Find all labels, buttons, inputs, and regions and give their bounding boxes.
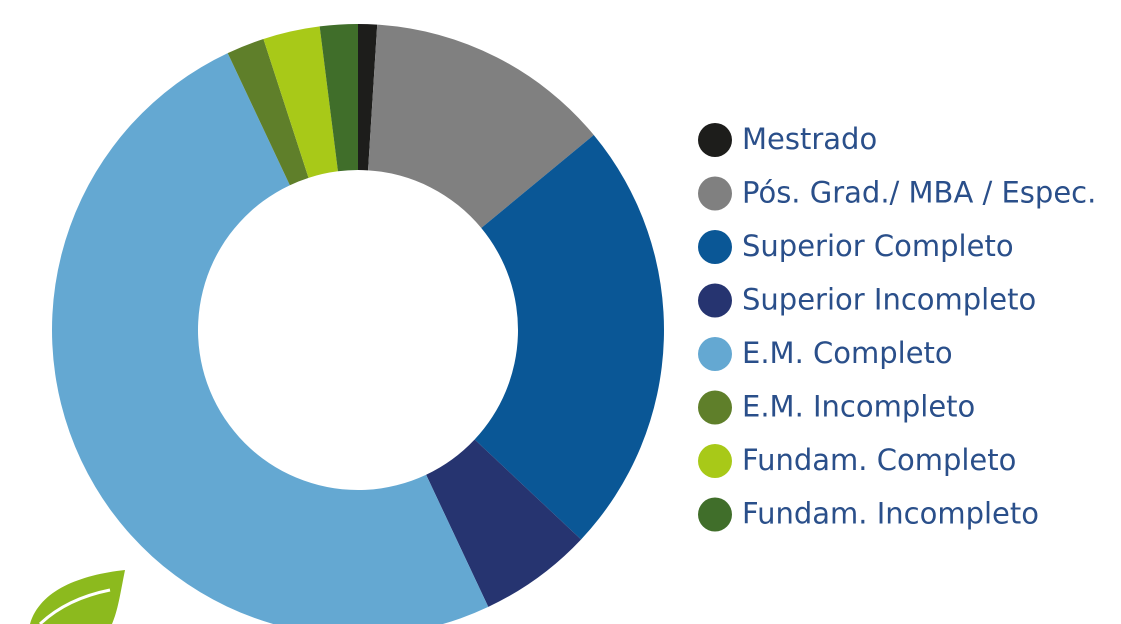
legend-swatch — [698, 123, 732, 157]
legend-label: E.M. Incompleto — [742, 390, 975, 424]
legend-swatch — [698, 444, 732, 478]
legend-swatch — [698, 498, 732, 532]
legend-swatch — [698, 391, 732, 425]
legend-label: Pós. Grad./ MBA / Espec. — [742, 176, 1096, 210]
legend-label: Fundam. Incompleto — [742, 497, 1039, 531]
legend-label: Superior Incompleto — [742, 283, 1036, 317]
legend-label: Mestrado — [742, 122, 877, 156]
legend-label: Superior Completo — [742, 229, 1014, 263]
legend: Mestrado Pós. Grad./ MBA / Espec. Superior… — [698, 122, 1096, 532]
legend-swatch — [698, 230, 732, 264]
chart: Mestrado Pós. Grad./ MBA / Espec. Superior… — [0, 0, 1121, 624]
leaf-decoration — [30, 570, 125, 624]
legend-swatch — [698, 337, 732, 371]
donut — [52, 24, 664, 624]
legend-label: Fundam. Completo — [742, 443, 1016, 477]
legend-swatch — [698, 284, 732, 318]
legend-label: E.M. Completo — [742, 336, 953, 370]
legend-swatch — [698, 177, 732, 211]
